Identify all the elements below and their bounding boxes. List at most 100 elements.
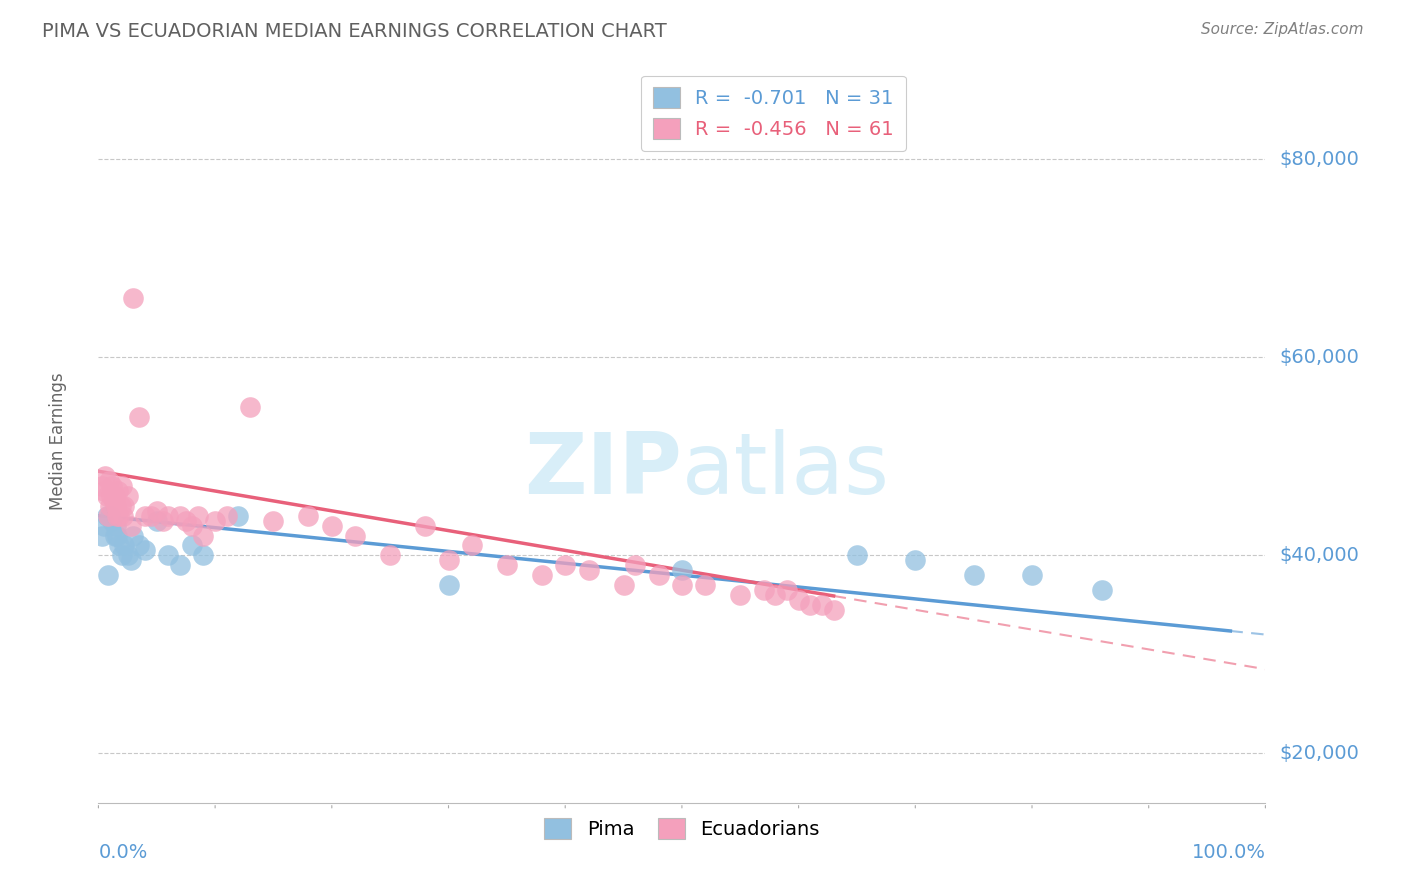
Point [111,479,134,493]
Point [120,518,142,533]
Point [823,603,845,617]
Point [204,514,226,528]
Point [104,499,127,513]
Point [139,508,162,523]
Point [103,494,125,508]
Point [112,539,135,553]
Point [624,558,647,573]
Point [799,598,821,612]
Point [101,514,124,528]
Text: Median Earnings: Median Earnings [49,373,66,510]
Point [122,291,145,305]
Point [647,568,669,582]
Point [1219,825,1241,839]
Point [104,518,127,533]
Point [730,588,752,602]
Point [117,549,139,563]
Point [239,400,262,414]
Point [93,483,115,498]
Point [112,499,135,513]
Point [437,553,460,567]
Point [108,539,131,553]
Point [157,549,180,563]
Text: 0.0%: 0.0% [98,843,148,862]
Text: PIMA VS ECUADORIAN MEDIAN EARNINGS CORRELATION CHART: PIMA VS ECUADORIAN MEDIAN EARNINGS CORRE… [42,22,666,41]
Point [776,582,799,597]
Point [612,578,634,592]
Text: $80,000: $80,000 [1279,150,1360,169]
Point [554,558,576,573]
Point [180,518,202,533]
Point [228,508,250,523]
Point [344,528,367,542]
Point [128,539,150,553]
Point [904,553,927,567]
Point [105,528,128,542]
Point [134,543,156,558]
Point [90,479,112,493]
Text: atlas: atlas [682,429,890,512]
Point [174,514,197,528]
Point [763,588,786,602]
Point [152,514,174,528]
Point [193,549,215,563]
Text: $60,000: $60,000 [1279,348,1360,367]
Point [97,508,120,523]
Point [193,528,215,542]
Point [695,578,717,592]
Point [98,499,121,513]
Point [180,539,202,553]
Point [787,593,810,607]
Point [169,508,191,523]
Text: 100.0%: 100.0% [1191,843,1265,862]
Point [262,514,284,528]
Point [530,568,553,582]
Point [671,578,693,592]
Point [169,558,191,573]
Point [846,549,869,563]
Point [413,518,436,533]
Point [94,469,117,483]
Point [93,518,115,533]
Point [146,514,169,528]
Point [297,508,319,523]
Point [578,563,600,577]
Point [146,504,169,518]
Point [128,409,150,424]
Point [157,508,180,523]
Point [321,518,343,533]
Point [97,568,120,582]
Point [107,483,129,498]
Point [1021,568,1043,582]
Point [962,568,984,582]
Point [90,528,112,542]
Point [187,508,209,523]
Point [111,549,134,563]
Point [110,499,132,513]
Point [120,553,142,567]
Legend: Pima, Ecuadorians: Pima, Ecuadorians [536,811,828,847]
Point [671,563,693,577]
Point [98,508,121,523]
Point [122,528,145,542]
Point [105,508,128,523]
Point [1091,582,1114,597]
Point [134,508,156,523]
Point [496,558,519,573]
Point [752,582,775,597]
Point [461,539,484,553]
Point [104,528,127,542]
Text: Source: ZipAtlas.com: Source: ZipAtlas.com [1201,22,1364,37]
Point [117,489,139,503]
Point [380,549,402,563]
Point [100,489,122,503]
Point [437,578,460,592]
Point [97,474,120,488]
Point [811,598,834,612]
Text: ZIP: ZIP [524,429,682,512]
Point [111,508,134,523]
Point [96,489,118,503]
Point [104,489,127,503]
Point [96,508,118,523]
Point [108,508,131,523]
